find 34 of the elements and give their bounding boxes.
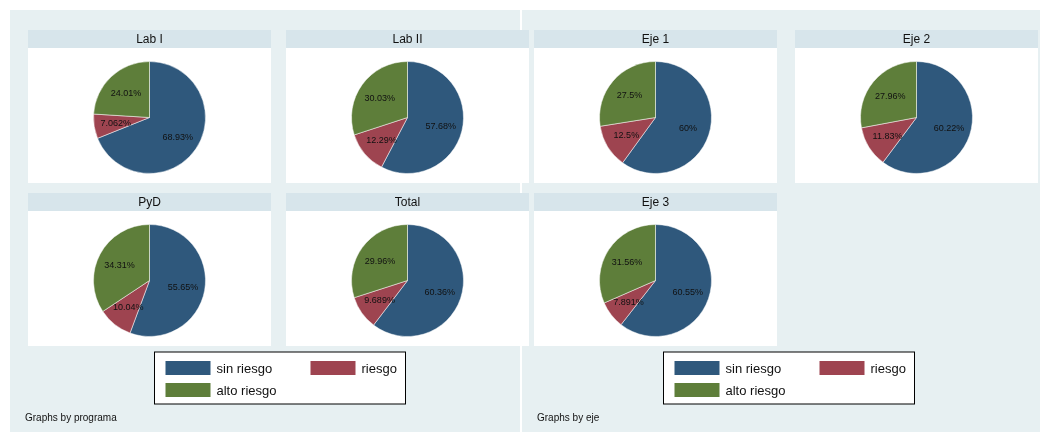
data-label: 31.56% [611, 256, 643, 267]
legend-label: riesgo [870, 361, 906, 376]
chart-title: Lab I [136, 32, 163, 46]
data-label: 30.03% [364, 92, 396, 103]
data-label: 11.83% [872, 130, 903, 141]
chart-title: Eje 2 [902, 32, 931, 46]
data-label: 60% [678, 123, 697, 134]
legend-label: riesgo [361, 361, 397, 376]
data-label: 27.96% [874, 90, 906, 101]
pie-slice [97, 61, 206, 174]
legend-label: alto riesgo [216, 383, 277, 398]
data-label: 60.55% [672, 286, 704, 297]
data-label: 34.31% [104, 259, 135, 270]
data-label: 24.01% [110, 87, 142, 98]
data-label: 60.22% [933, 123, 965, 134]
data-label: 55.65% [167, 281, 199, 292]
legend-label: sin riesgo [725, 361, 782, 376]
text: Graphs by eje [537, 412, 600, 423]
data-label: 12.29% [366, 134, 397, 145]
data-label: 60.36% [424, 286, 456, 297]
chart-title: Total [394, 195, 421, 209]
chart-title: Eje 3 [641, 195, 670, 209]
data-label: 29.96% [364, 255, 396, 266]
legend-label: alto riesgo [725, 383, 786, 398]
legend-label: sin riesgo [216, 361, 273, 376]
data-label: 68.93% [162, 131, 194, 142]
data-label: 12.5% [613, 130, 640, 141]
chart-title: Eje 1 [641, 32, 670, 46]
data-label: 27.5% [616, 90, 643, 101]
chart-title: PyD [138, 195, 162, 209]
data-label: 57.68% [425, 120, 456, 131]
data-label: 7.062% [100, 118, 132, 129]
chart-title: Lab II [392, 32, 423, 46]
text: Graphs by programa [25, 412, 118, 423]
